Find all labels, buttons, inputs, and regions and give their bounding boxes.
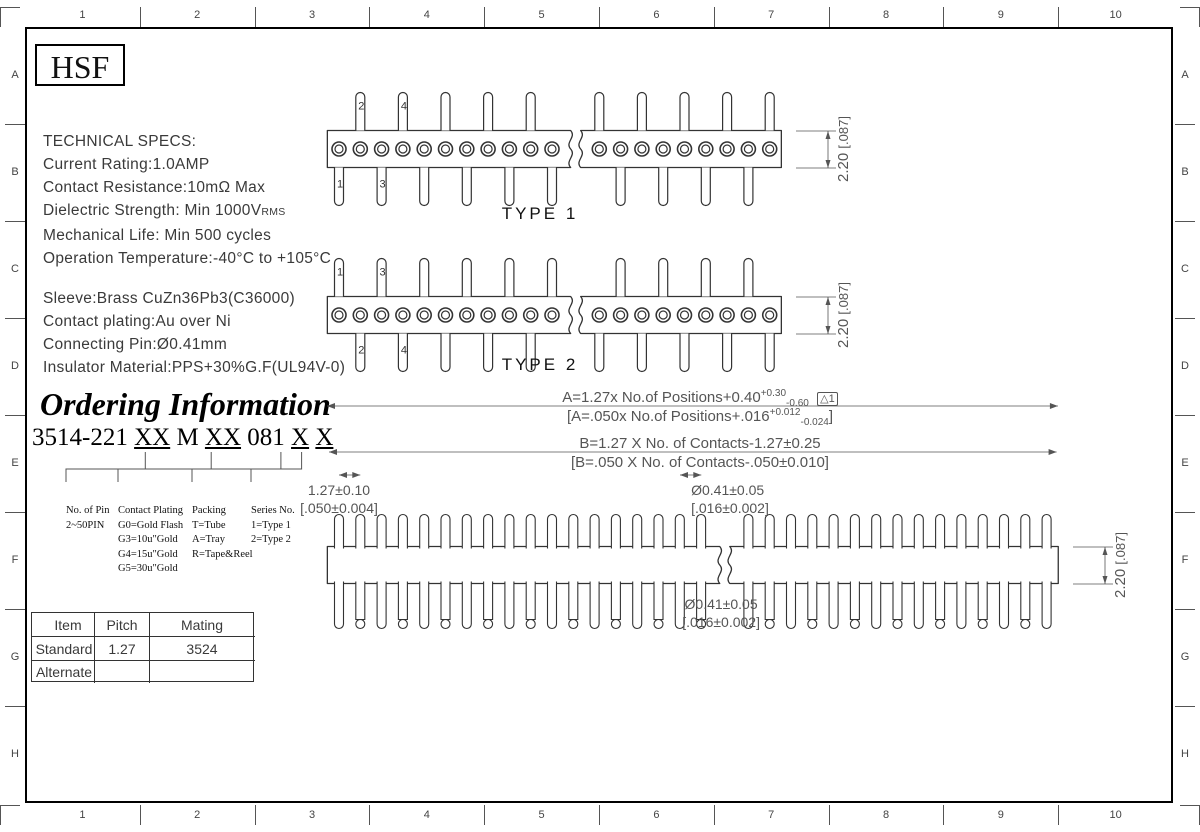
svg-text:3: 3: [380, 267, 386, 279]
svg-text:1: 1: [337, 179, 343, 191]
svg-text:2: 2: [358, 101, 364, 113]
svg-text:4: 4: [401, 101, 407, 113]
svg-text:3: 3: [380, 179, 386, 191]
svg-text:1: 1: [337, 267, 343, 279]
